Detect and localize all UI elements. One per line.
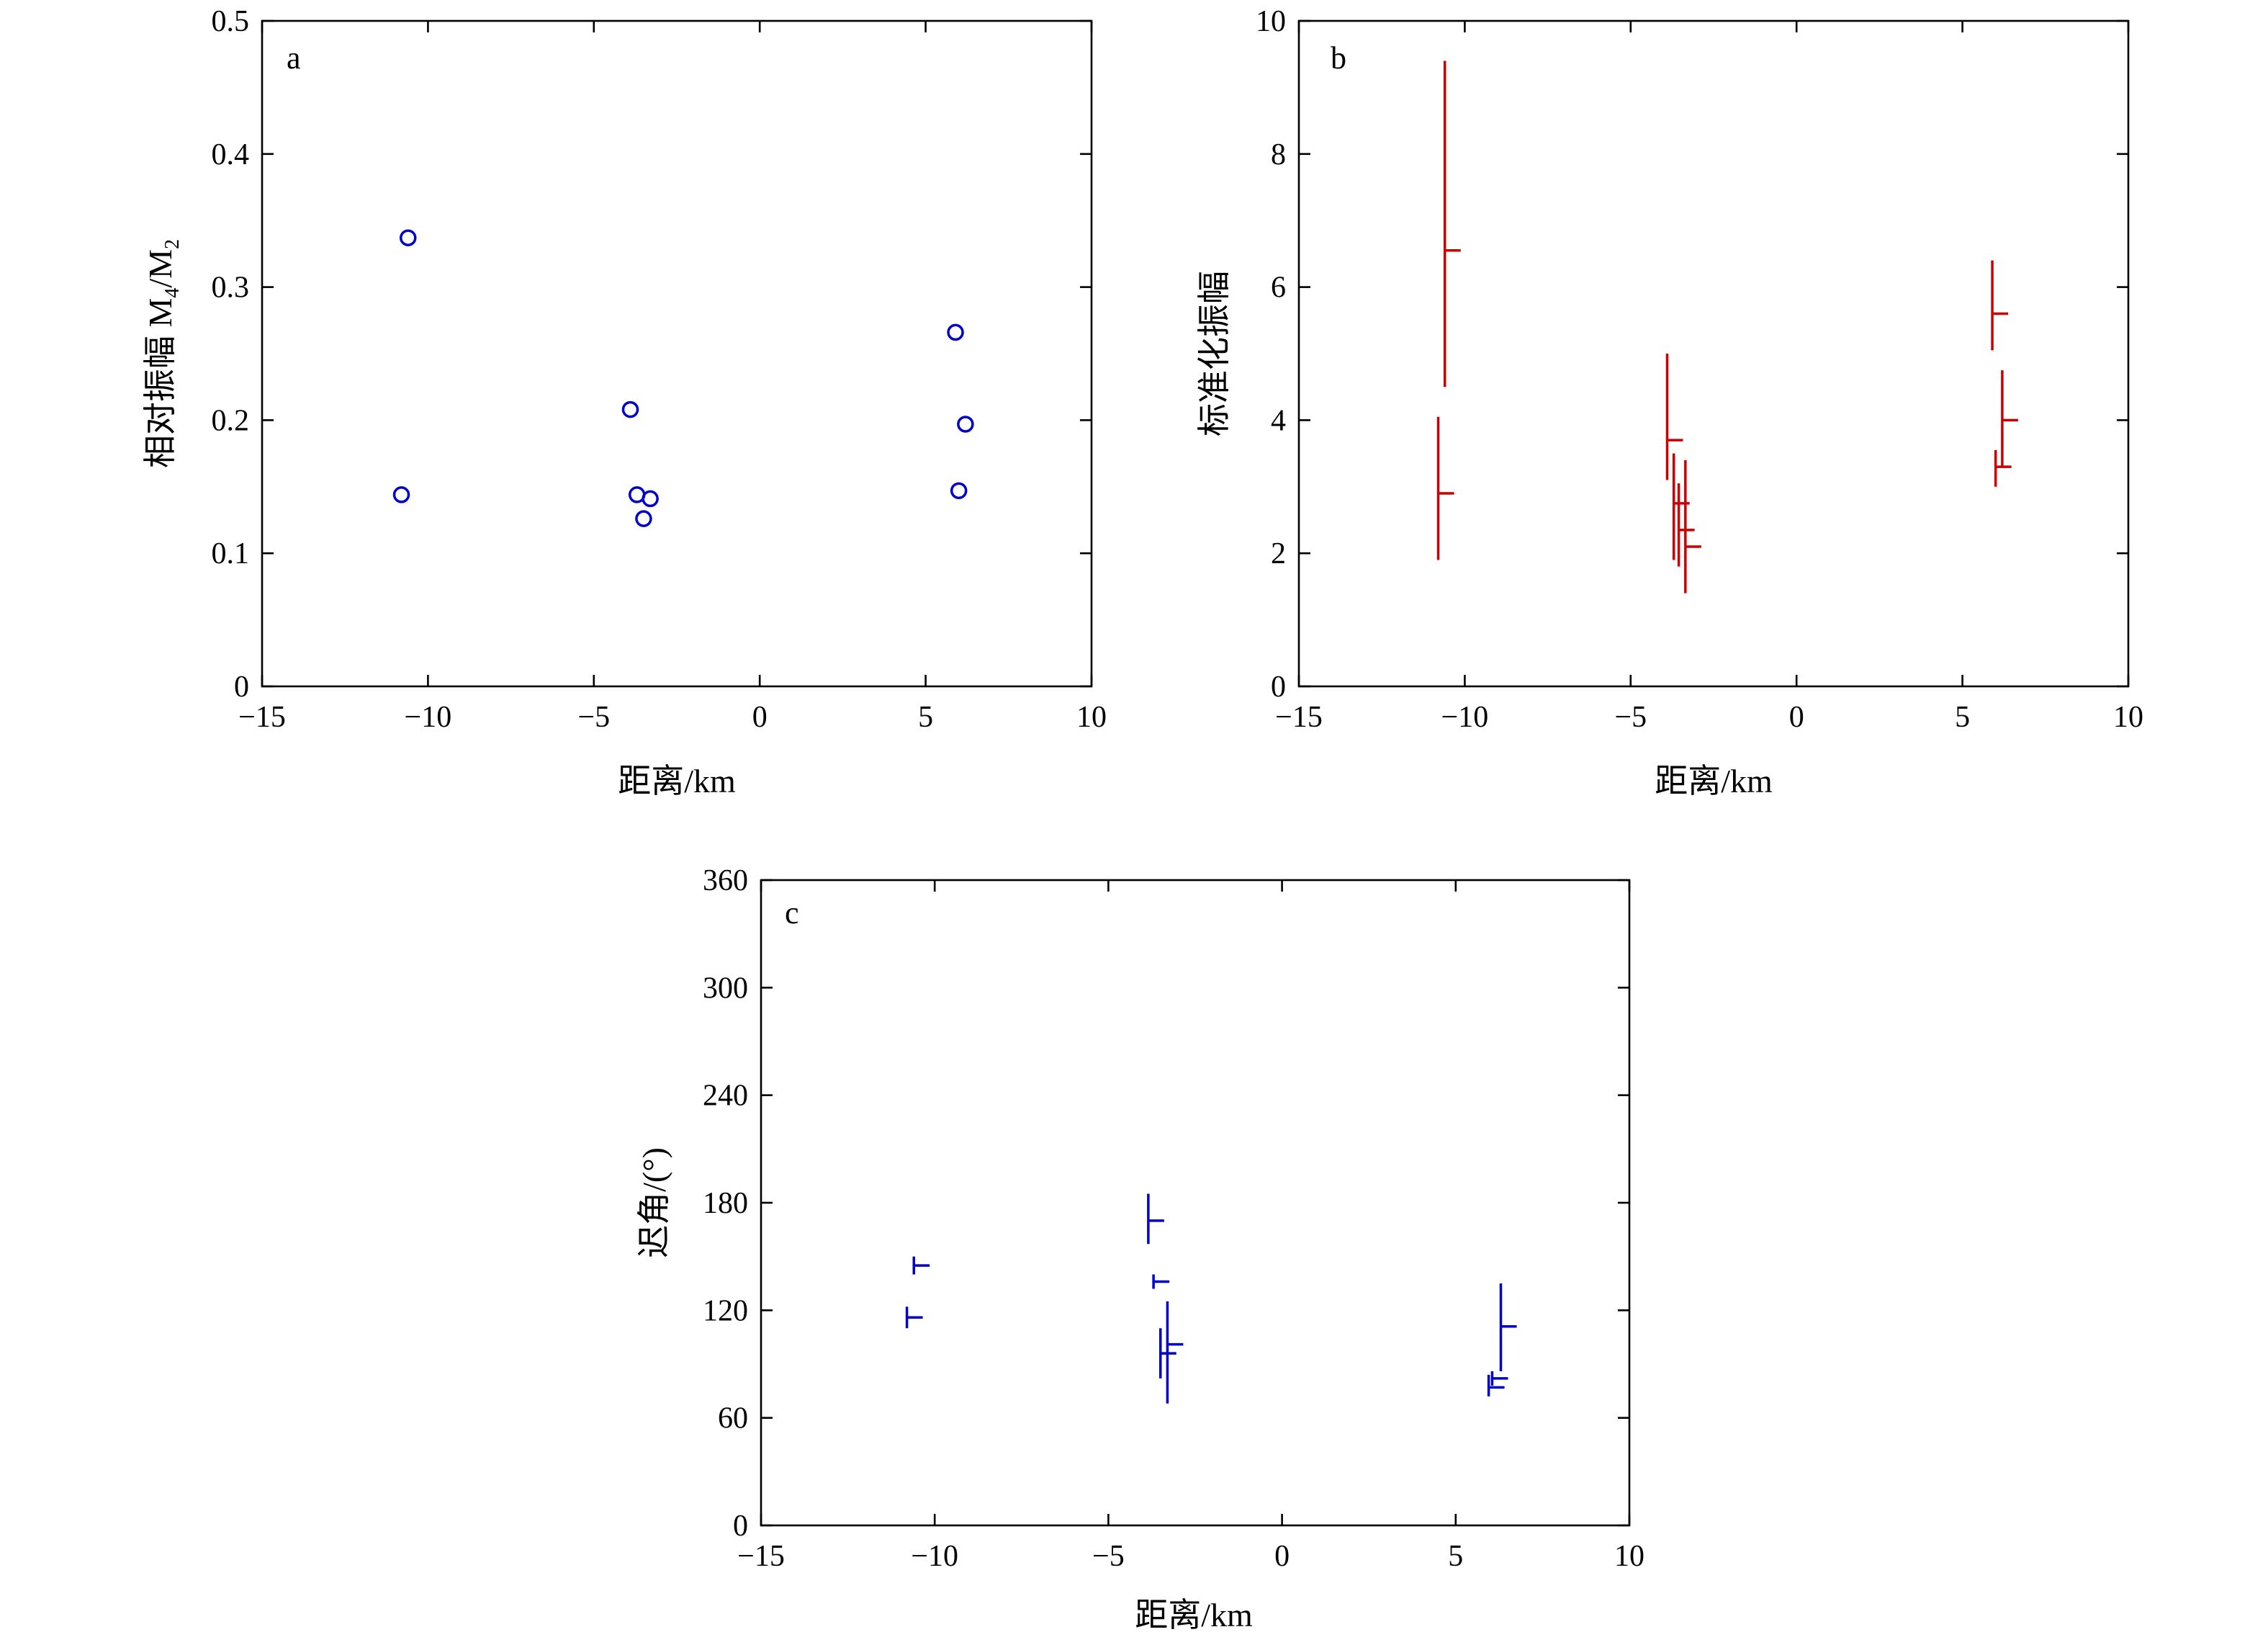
panel-a-y-tick-label: 0.5 xyxy=(212,5,250,38)
panel-b-x-axis-label: 距离/km xyxy=(1655,763,1773,799)
panel-c-x-axis-label: 距离/km xyxy=(1135,1597,1253,1632)
panel-a-x-tick-label: 0 xyxy=(752,701,768,734)
panel-b-y-axis-label: 标准化振幅 xyxy=(1196,271,1233,436)
panel-b-error-bar xyxy=(1672,453,1690,560)
panel-b-error-bar xyxy=(1665,354,1683,480)
panel-a-x-tick-label: −5 xyxy=(577,701,610,734)
panel-a-data-point xyxy=(621,400,639,418)
panel-a-data-point xyxy=(642,490,659,508)
panel-c-y-axis: 0 60 120 180 240 300 360 xyxy=(703,864,1629,1543)
panel-b-letter: b xyxy=(1331,40,1346,76)
panel-c-y-tick-label: 300 xyxy=(703,972,748,1005)
panel-a-y-tick-label: 0.3 xyxy=(212,272,250,305)
panel-a: −15 −10 −5 0 5 10 0 0.1 0.2 0.3 0.4 0.5 a 距离/km 相对… xyxy=(142,5,1107,799)
panel-b-x-tick-label: −15 xyxy=(1275,701,1323,734)
panel-c-plot-frame xyxy=(760,879,1631,1527)
panel-b-error-bar xyxy=(1444,60,1461,387)
panel-b-x-axis: −15 −10 −5 0 5 10 xyxy=(1275,21,2143,734)
panel-b-y-tick-label: 2 xyxy=(1271,537,1286,570)
panel-c-y-tick-label: 180 xyxy=(703,1187,748,1220)
panel-a-y-label-sub2: 2 xyxy=(161,239,184,249)
panel-a-x-axis-label: 距离/km xyxy=(618,763,736,799)
panel-a-y-axis-label: 相对振幅 M4/M2 xyxy=(142,239,184,468)
panel-c-error-bars xyxy=(905,1193,1517,1404)
panel-b-y-tick-label: 6 xyxy=(1271,272,1286,305)
panel-c-y-tick-label: 0 xyxy=(733,1510,748,1543)
panel-b-error-bar xyxy=(1684,459,1701,593)
panel-a-data-point xyxy=(635,510,652,527)
panel-a-x-axis: −15 −10 −5 0 5 10 xyxy=(238,21,1107,734)
panel-c-letter: c xyxy=(785,895,799,931)
panel-a-plot-frame xyxy=(261,19,1093,688)
panel-c-x-axis: −15 −10 −5 0 5 10 xyxy=(737,880,1644,1573)
panel-c-x-tick-label: −5 xyxy=(1092,1540,1125,1573)
panel-a-data-point xyxy=(947,323,964,341)
panel-a-x-tick-label: −15 xyxy=(238,701,286,734)
panel-c-error-bar xyxy=(1487,1374,1505,1396)
panel-c-x-tick-label: −15 xyxy=(737,1540,785,1573)
panel-a-y-axis: 0 0.1 0.2 0.3 0.4 0.5 xyxy=(212,5,1092,704)
panel-b-error-bar xyxy=(1436,416,1454,560)
panel-b-error-bar xyxy=(1994,449,2012,487)
panel-c-x-tick-label: 0 xyxy=(1274,1540,1290,1573)
panel-b-plot-frame xyxy=(1297,19,2130,688)
panel-b-error-bars xyxy=(1436,60,2018,593)
panel-b-x-tick-label: 0 xyxy=(1789,701,1804,734)
panel-b-error-bar xyxy=(1991,260,2009,351)
panel-c-error-bar xyxy=(1147,1193,1164,1245)
panel-c-y-axis-label: 迟角/(°) xyxy=(636,1147,672,1258)
panel-b-x-tick-label: −10 xyxy=(1441,701,1489,734)
panel-c-error-bar xyxy=(1499,1283,1517,1371)
panel-c-y-tick-label: 240 xyxy=(703,1080,748,1113)
panel-a-x-tick-label: −10 xyxy=(405,701,452,734)
panel-b-y-axis: 0 2 4 6 8 10 xyxy=(1256,5,2128,704)
panel-b-y-tick-label: 10 xyxy=(1256,5,1286,38)
panel-a-y-tick-label: 0.1 xyxy=(212,537,250,570)
panel-c-y-tick-label: 360 xyxy=(703,864,748,897)
panel-a-y-label-slash: /M xyxy=(142,249,179,288)
panel-a-y-tick-label: 0.4 xyxy=(212,138,250,171)
panel-c-error-bar xyxy=(1166,1301,1184,1404)
panel-b-x-tick-label: 10 xyxy=(2113,701,2143,734)
panel-b-y-tick-label: 0 xyxy=(1271,671,1286,704)
panel-c-y-tick-label: 60 xyxy=(718,1402,748,1435)
panel-a-letter: a xyxy=(287,40,301,76)
panel-a-x-tick-label: 5 xyxy=(918,701,933,734)
panel-b-y-tick-label: 8 xyxy=(1271,138,1286,171)
panel-c-error-bar xyxy=(1490,1371,1508,1386)
panel-a-x-tick-label: 10 xyxy=(1076,701,1107,734)
panel-b: −15 −10 −5 0 5 10 0 2 4 6 8 10 b 距离/km 标准化振幅 xyxy=(1196,5,2143,799)
panel-c-error-bar xyxy=(1152,1274,1170,1289)
panel-c-y-tick-label: 120 xyxy=(703,1294,748,1327)
panel-b-error-bar xyxy=(2001,370,2018,467)
panel-c-x-tick-label: 10 xyxy=(1614,1540,1644,1573)
panel-a-y-tick-label: 0.2 xyxy=(212,404,250,437)
panel-b-y-tick-label: 4 xyxy=(1271,404,1286,437)
panel-c-error-bar xyxy=(912,1256,930,1275)
panel-b-error-bar xyxy=(1677,483,1695,567)
panel-c-x-tick-label: 5 xyxy=(1448,1540,1463,1573)
panel-c-error-bar xyxy=(905,1306,923,1329)
panel-a-data-point xyxy=(400,229,417,246)
panel-c-x-tick-label: −10 xyxy=(911,1540,958,1573)
panel-a-data-points xyxy=(392,229,974,527)
panel-a-data-point xyxy=(392,486,410,503)
panel-a-data-point xyxy=(950,482,968,500)
panel-b-x-tick-label: 5 xyxy=(1955,701,1970,734)
panel-a-y-label-sub1: 4 xyxy=(161,288,184,298)
panel-a-y-tick-label: 0 xyxy=(234,671,249,704)
panel-a-y-label-text: 相对振幅 M xyxy=(142,298,179,468)
panel-a-data-point xyxy=(957,416,974,433)
panel-b-x-tick-label: −5 xyxy=(1614,701,1647,734)
